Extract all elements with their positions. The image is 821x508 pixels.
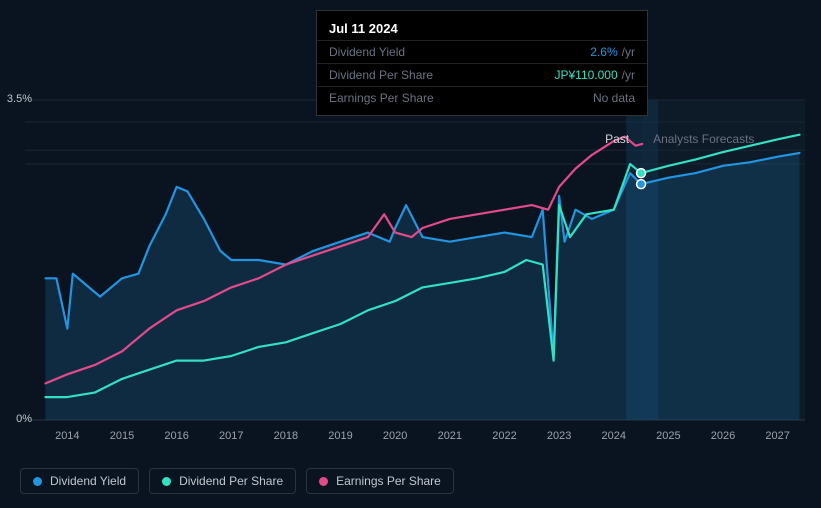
y-axis-label: 0% bbox=[2, 413, 32, 425]
legend-item-label: Earnings Per Share bbox=[336, 474, 441, 488]
legend-item[interactable]: Earnings Per Share bbox=[306, 468, 454, 494]
tooltip-row-value: JP¥110.000/yr bbox=[554, 68, 635, 82]
x-axis-label: 2022 bbox=[492, 430, 516, 442]
x-axis-label: 2016 bbox=[164, 430, 188, 442]
forecast-region-label: Analysts Forecasts bbox=[653, 132, 754, 146]
legend-item[interactable]: Dividend Yield bbox=[20, 468, 139, 494]
x-axis-label: 2017 bbox=[219, 430, 243, 442]
x-axis-label: 2018 bbox=[274, 430, 298, 442]
x-axis-label: 2020 bbox=[383, 430, 407, 442]
tooltip-row-label: Dividend Yield bbox=[329, 45, 405, 59]
tooltip-row-value: No data bbox=[593, 91, 635, 105]
past-region-label: Past bbox=[605, 132, 629, 146]
legend-item[interactable]: Dividend Per Share bbox=[149, 468, 296, 494]
tooltip-row-label: Dividend Per Share bbox=[329, 68, 433, 82]
dividend-chart: 0% 3.5% 2014 2015 2016 2017 2018 2019 2020 2021 2… bbox=[0, 0, 821, 508]
legend-item-label: Dividend Yield bbox=[50, 474, 126, 488]
tooltip-row: Dividend Per Share JP¥110.000/yr bbox=[317, 63, 647, 86]
chart-legend: Dividend Yield Dividend Per Share Earnings… bbox=[20, 468, 454, 494]
y-axis-label: 3.5% bbox=[2, 93, 32, 105]
x-axis-label: 2015 bbox=[110, 430, 134, 442]
legend-item-label: Dividend Per Share bbox=[179, 474, 283, 488]
legend-dot-icon bbox=[33, 477, 42, 486]
x-axis-label: 2024 bbox=[602, 430, 626, 442]
legend-dot-icon bbox=[162, 477, 171, 486]
tooltip-row: Earnings Per Share No data bbox=[317, 86, 647, 109]
x-axis-label: 2019 bbox=[328, 430, 352, 442]
chart-tooltip: Jul 11 2024 Dividend Yield2.6%/yrDividen… bbox=[316, 10, 648, 116]
x-axis-label: 2027 bbox=[765, 430, 789, 442]
tooltip-row: Dividend Yield 2.6%/yr bbox=[317, 40, 647, 63]
x-axis-label: 2014 bbox=[55, 430, 79, 442]
x-axis-label: 2023 bbox=[547, 430, 571, 442]
legend-dot-icon bbox=[319, 477, 328, 486]
tooltip-date: Jul 11 2024 bbox=[317, 17, 647, 40]
x-axis-label: 2025 bbox=[656, 430, 680, 442]
tooltip-row-value: 2.6%/yr bbox=[590, 45, 635, 59]
tooltip-row-label: Earnings Per Share bbox=[329, 91, 434, 105]
x-axis-label: 2021 bbox=[438, 430, 462, 442]
x-axis-label: 2026 bbox=[711, 430, 735, 442]
